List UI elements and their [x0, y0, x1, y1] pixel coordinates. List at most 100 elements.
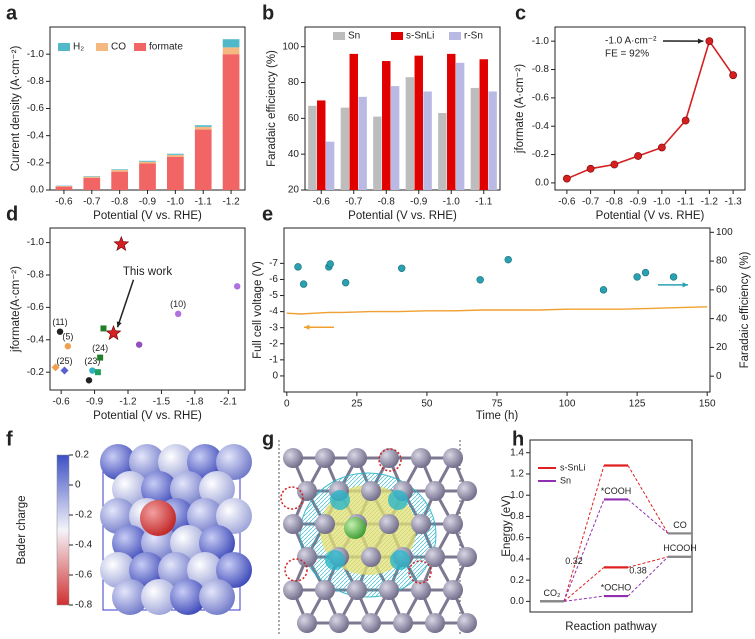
point [657, 143, 666, 152]
atom [216, 552, 252, 588]
point [634, 152, 643, 160]
bar-segment [139, 161, 156, 164]
axis-title: Time (h) [476, 410, 519, 422]
atom [361, 547, 381, 567]
y-tick-label: -0.6 [27, 302, 45, 313]
axis-title: Bader charge [16, 495, 28, 564]
bar-segment [194, 125, 212, 127]
atom [330, 490, 350, 510]
legend-label: formate [149, 42, 183, 53]
bar [325, 141, 335, 190]
connector [563, 595, 605, 602]
point [85, 377, 93, 384]
atom [390, 550, 410, 570]
point [299, 280, 308, 288]
y-tick-label: -1.0 [532, 36, 550, 47]
y-tick-label: -3 [269, 322, 278, 333]
atom [379, 514, 399, 534]
atom [187, 444, 223, 480]
atom [158, 444, 194, 480]
bar-segment [55, 186, 73, 190]
y-tick-label: -0.8 [532, 64, 550, 75]
panel-letter: e [262, 203, 273, 225]
x-tick-label: -0.6 [55, 197, 73, 208]
y-tick-label: -7 [269, 258, 278, 269]
atom [325, 550, 345, 570]
panel-letter: f [6, 428, 13, 450]
atom [112, 525, 148, 561]
atom [443, 580, 463, 600]
level-label: HCOOH [663, 543, 697, 553]
point [729, 71, 738, 80]
atom [315, 514, 335, 534]
x-tick-label: -1.0 [167, 197, 185, 208]
point [64, 343, 72, 350]
x-tick-label: -1.0 [653, 197, 671, 208]
atom [457, 481, 477, 501]
y-tick-label: -0.4 [27, 130, 45, 141]
panel-letter: a [6, 2, 18, 24]
y-tick-label: 0 [272, 371, 278, 382]
y-tick-label: 20 [716, 342, 728, 353]
x-tick-label: -0.9 [630, 197, 648, 208]
annotation: This work [123, 266, 172, 278]
y-tick-label: 0.8 [510, 511, 524, 522]
atom [361, 613, 381, 633]
plot-frame [529, 439, 693, 613]
legend-label: Sn [560, 475, 571, 485]
legend-label: CO [111, 42, 126, 53]
x-tick-label: -1.5 [153, 397, 171, 408]
connector [627, 556, 669, 597]
axis-title: Reaction pathway [565, 621, 657, 633]
y-tick-label: -0.4 [75, 540, 93, 551]
atom [347, 448, 367, 468]
y-tick-label: -4 [269, 306, 278, 317]
atom [100, 498, 136, 534]
legend-swatch [449, 32, 461, 40]
y-tick-label: -0.8 [75, 600, 93, 611]
level-label: CO [673, 520, 687, 530]
site-marker [408, 560, 432, 584]
atom [315, 448, 335, 468]
bar-segment [83, 176, 101, 178]
point [476, 276, 484, 284]
y-tick-label: -0.2 [75, 510, 93, 521]
bar [488, 91, 497, 190]
x-tick-label: 100 [559, 399, 576, 410]
x-tick-label: -0.6 [53, 397, 71, 408]
point [89, 367, 96, 374]
x-tick-label: -1.8 [186, 397, 204, 408]
bar-segment [167, 153, 184, 155]
x-tick-label: -1.2 [119, 397, 137, 408]
x-tick-label: -1.1 [677, 197, 695, 208]
atom [170, 471, 206, 507]
annotation: FE = 92% [605, 49, 649, 60]
atom [283, 448, 303, 468]
plot-frame [49, 227, 246, 391]
point [398, 264, 406, 272]
panel-letter: g [262, 428, 274, 450]
plot-frame [304, 26, 501, 191]
point [135, 341, 143, 348]
bar [447, 53, 456, 190]
y-tick-label: -1.0 [27, 49, 45, 60]
connector [563, 465, 605, 602]
y-tick-label: 80 [288, 77, 300, 88]
x-tick-label: -1.2 [222, 197, 240, 208]
legend-swatch [96, 43, 108, 51]
y-tick-label: 0.4 [510, 554, 524, 565]
legend-label: Sn [348, 31, 360, 42]
y-tick-label: -0.6 [532, 93, 550, 104]
point [669, 273, 678, 281]
atom [283, 514, 303, 534]
point [681, 116, 690, 125]
atom [141, 579, 177, 615]
atom [411, 448, 431, 468]
bar [358, 96, 367, 190]
x-tick-label: -2.1 [220, 397, 238, 408]
point [599, 286, 608, 294]
atom [141, 471, 177, 507]
axis-title: jformate(A·cm⁻²) [10, 266, 22, 353]
x-tick-label: -1.1 [195, 197, 213, 208]
